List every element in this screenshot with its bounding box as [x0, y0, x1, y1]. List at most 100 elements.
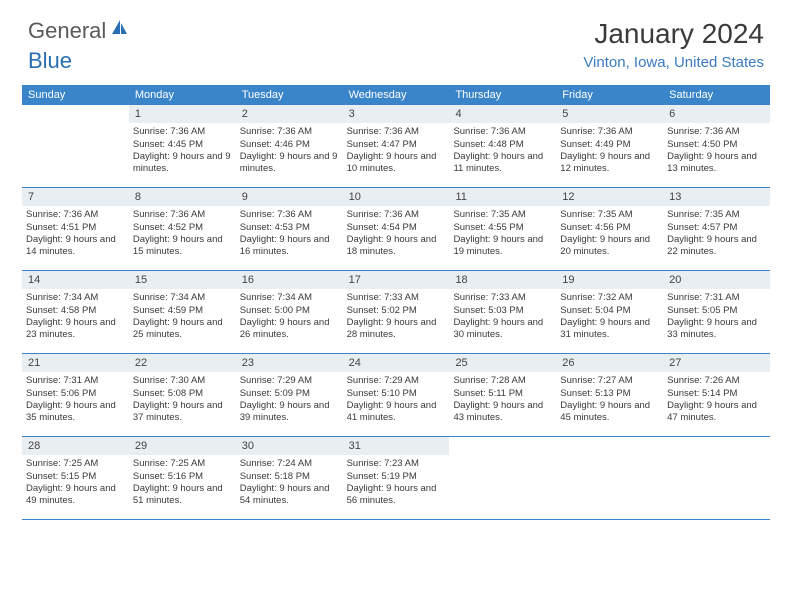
day-number: 8: [129, 188, 236, 206]
day-body: Sunrise: 7:25 AMSunset: 5:15 PMDaylight:…: [22, 455, 129, 511]
sunset-text: Sunset: 4:46 PM: [240, 139, 339, 151]
daylight-text: Daylight: 9 hours and 22 minutes.: [667, 234, 766, 259]
day-cell: 29Sunrise: 7:25 AMSunset: 5:16 PMDayligh…: [129, 437, 236, 519]
day-body: Sunrise: 7:27 AMSunset: 5:13 PMDaylight:…: [556, 372, 663, 428]
location-subtitle: Vinton, Iowa, United States: [583, 54, 764, 71]
day-number: 1: [129, 105, 236, 123]
day-body: Sunrise: 7:36 AMSunset: 4:50 PMDaylight:…: [663, 123, 770, 179]
daylight-text: Daylight: 9 hours and 35 minutes.: [26, 400, 125, 425]
day-number: 9: [236, 188, 343, 206]
day-number: 18: [449, 271, 556, 289]
logo-sail-icon: [110, 18, 130, 41]
sunset-text: Sunset: 4:49 PM: [560, 139, 659, 151]
sunrise-text: Sunrise: 7:36 AM: [560, 126, 659, 138]
day-cell: 26Sunrise: 7:27 AMSunset: 5:13 PMDayligh…: [556, 354, 663, 436]
dow-header-cell: Monday: [129, 85, 236, 105]
empty-day-cell: [663, 437, 770, 519]
day-body: Sunrise: 7:31 AMSunset: 5:05 PMDaylight:…: [663, 289, 770, 345]
sunset-text: Sunset: 5:00 PM: [240, 305, 339, 317]
day-number: 17: [343, 271, 450, 289]
sunrise-text: Sunrise: 7:30 AM: [133, 375, 232, 387]
day-number: 21: [22, 354, 129, 372]
dow-header-cell: Friday: [556, 85, 663, 105]
day-number: 19: [556, 271, 663, 289]
sunrise-text: Sunrise: 7:36 AM: [133, 126, 232, 138]
day-number: 23: [236, 354, 343, 372]
sunset-text: Sunset: 5:02 PM: [347, 305, 446, 317]
week-row: 21Sunrise: 7:31 AMSunset: 5:06 PMDayligh…: [22, 354, 770, 437]
sunset-text: Sunset: 5:14 PM: [667, 388, 766, 400]
sunset-text: Sunset: 4:50 PM: [667, 139, 766, 151]
sunrise-text: Sunrise: 7:29 AM: [240, 375, 339, 387]
sunset-text: Sunset: 5:04 PM: [560, 305, 659, 317]
day-number: 4: [449, 105, 556, 123]
week-row: 1Sunrise: 7:36 AMSunset: 4:45 PMDaylight…: [22, 105, 770, 188]
day-cell: 17Sunrise: 7:33 AMSunset: 5:02 PMDayligh…: [343, 271, 450, 353]
daylight-text: Daylight: 9 hours and 14 minutes.: [26, 234, 125, 259]
day-cell: 27 Sunrise: 7:26 AMSunset: 5:14 PMDayligh…: [663, 354, 770, 436]
day-number: 27: [663, 354, 770, 372]
sunset-text: Sunset: 4:52 PM: [133, 222, 232, 234]
sunrise-text: Sunrise: 7:36 AM: [453, 126, 552, 138]
logo-text-blue: Blue: [28, 48, 72, 73]
daylight-text: Daylight: 9 hours and 16 minutes.: [240, 234, 339, 259]
day-cell: 11Sunrise: 7:35 AMSunset: 4:55 PMDayligh…: [449, 188, 556, 270]
sunset-text: Sunset: 5:06 PM: [26, 388, 125, 400]
day-cell: 18Sunrise: 7:33 AMSunset: 5:03 PMDayligh…: [449, 271, 556, 353]
day-body: Sunrise: 7:33 AMSunset: 5:03 PMDaylight:…: [449, 289, 556, 345]
day-body: Sunrise: 7:35 AMSunset: 4:55 PMDaylight:…: [449, 206, 556, 262]
day-number: 2: [236, 105, 343, 123]
day-body: Sunrise: 7:23 AMSunset: 5:19 PMDaylight:…: [343, 455, 450, 511]
day-body: Sunrise: 7:36 AMSunset: 4:53 PMDaylight:…: [236, 206, 343, 262]
sunrise-text: Sunrise: 7:33 AM: [453, 292, 552, 304]
day-body: Sunrise: 7:36 AMSunset: 4:49 PMDaylight:…: [556, 123, 663, 179]
day-cell: 3Sunrise: 7:36 AMSunset: 4:47 PMDaylight…: [343, 105, 450, 187]
daylight-text: Daylight: 9 hours and 15 minutes.: [133, 234, 232, 259]
day-cell: 16Sunrise: 7:34 AMSunset: 5:00 PMDayligh…: [236, 271, 343, 353]
day-cell: 30Sunrise: 7:24 AMSunset: 5:18 PMDayligh…: [236, 437, 343, 519]
day-body: Sunrise: 7:33 AMSunset: 5:02 PMDaylight:…: [343, 289, 450, 345]
dow-header-cell: Saturday: [663, 85, 770, 105]
sunset-text: Sunset: 4:54 PM: [347, 222, 446, 234]
daylight-text: Daylight: 9 hours and 28 minutes.: [347, 317, 446, 342]
sunset-text: Sunset: 4:55 PM: [453, 222, 552, 234]
month-title: January 2024: [583, 18, 764, 50]
week-row: 14Sunrise: 7:34 AMSunset: 4:58 PMDayligh…: [22, 271, 770, 354]
week-row: 7Sunrise: 7:36 AMSunset: 4:51 PMDaylight…: [22, 188, 770, 271]
day-cell: 21Sunrise: 7:31 AMSunset: 5:06 PMDayligh…: [22, 354, 129, 436]
day-cell: 10Sunrise: 7:36 AMSunset: 4:54 PMDayligh…: [343, 188, 450, 270]
sunrise-text: Sunrise: 7:34 AM: [240, 292, 339, 304]
daylight-text: Daylight: 9 hours and 45 minutes.: [560, 400, 659, 425]
daylight-text: Daylight: 9 hours and 49 minutes.: [26, 483, 125, 508]
daylight-text: Daylight: 9 hours and 23 minutes.: [26, 317, 125, 342]
day-number: 30: [236, 437, 343, 455]
daylight-text: Daylight: 9 hours and 47 minutes.: [667, 400, 766, 425]
daylight-text: Daylight: 9 hours and 18 minutes.: [347, 234, 446, 259]
sunrise-text: Sunrise: 7:35 AM: [667, 209, 766, 221]
day-body: Sunrise: 7:36 AMSunset: 4:48 PMDaylight:…: [449, 123, 556, 179]
sunrise-text: Sunrise: 7:35 AM: [453, 209, 552, 221]
sunrise-text: Sunrise: 7:36 AM: [240, 126, 339, 138]
sunset-text: Sunset: 5:18 PM: [240, 471, 339, 483]
sunrise-text: Sunrise: 7:26 AM: [667, 375, 766, 387]
day-cell: 2Sunrise: 7:36 AMSunset: 4:46 PMDaylight…: [236, 105, 343, 187]
day-number: 3: [343, 105, 450, 123]
sunset-text: Sunset: 5:10 PM: [347, 388, 446, 400]
sunset-text: Sunset: 5:09 PM: [240, 388, 339, 400]
day-body: Sunrise: 7:34 AMSunset: 4:58 PMDaylight:…: [22, 289, 129, 345]
day-cell: 20Sunrise: 7:31 AMSunset: 5:05 PMDayligh…: [663, 271, 770, 353]
sunset-text: Sunset: 4:51 PM: [26, 222, 125, 234]
dow-header-row: SundayMondayTuesdayWednesdayThursdayFrid…: [22, 85, 770, 105]
day-body: Sunrise: 7:35 AMSunset: 4:57 PMDaylight:…: [663, 206, 770, 262]
sunrise-text: Sunrise: 7:36 AM: [240, 209, 339, 221]
sunrise-text: Sunrise: 7:33 AM: [347, 292, 446, 304]
day-number: 11: [449, 188, 556, 206]
day-number: 20: [663, 271, 770, 289]
sunset-text: Sunset: 5:03 PM: [453, 305, 552, 317]
day-cell: 9Sunrise: 7:36 AMSunset: 4:53 PMDaylight…: [236, 188, 343, 270]
day-number: 31: [343, 437, 450, 455]
day-cell: 4Sunrise: 7:36 AMSunset: 4:48 PMDaylight…: [449, 105, 556, 187]
day-cell: 15Sunrise: 7:34 AMSunset: 4:59 PMDayligh…: [129, 271, 236, 353]
daylight-text: Daylight: 9 hours and 30 minutes.: [453, 317, 552, 342]
sunset-text: Sunset: 5:11 PM: [453, 388, 552, 400]
